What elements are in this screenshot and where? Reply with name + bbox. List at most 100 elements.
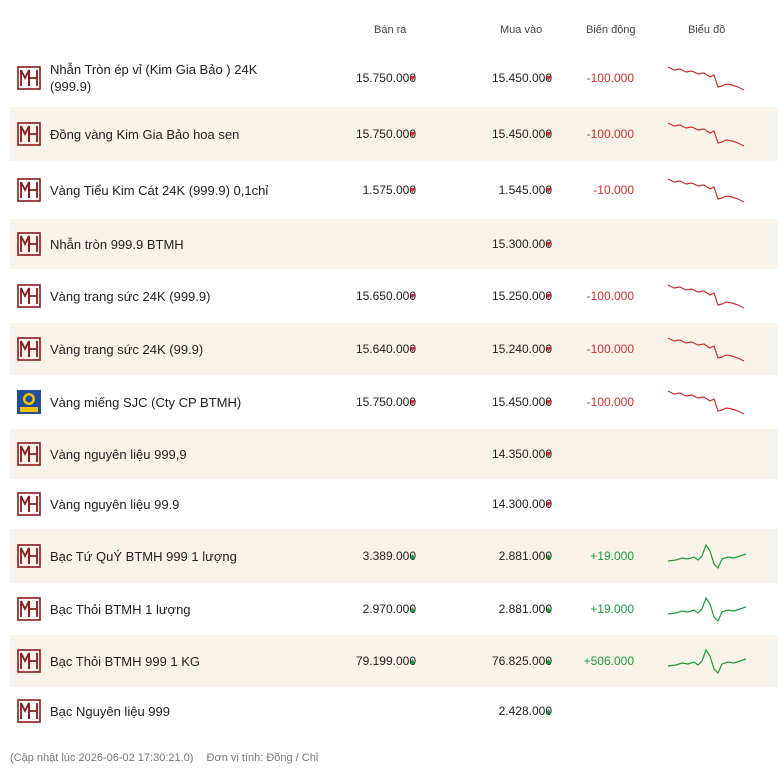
buy-price: 15.250.000: [491, 289, 552, 303]
btmh-logo: [17, 649, 41, 673]
trend-sparkline[interactable]: [667, 594, 747, 624]
table-row[interactable]: Vàng trang sức 24K (999.9) 15.650.000 ▼ 15.…: [10, 269, 778, 323]
trend-sparkline[interactable]: [667, 541, 747, 571]
btmh-logo: [17, 492, 41, 516]
btmh-logo: [17, 66, 41, 90]
product-name[interactable]: Nhẫn Tròn ép vỉ (Kim Gia Bảo ) 24K (999.…: [50, 62, 258, 94]
product-name[interactable]: Vàng Tiểu Kim Cát 24K (999.9) 0,1chỉ: [50, 183, 269, 198]
table-row[interactable]: Vàng miếng SJC (Cty CP BTMH) 15.750.000 ▼ 1…: [10, 375, 778, 429]
arrow-up-icon: ▲: [544, 656, 553, 666]
product-name[interactable]: Vàng trang sức 24K (999.9): [50, 289, 211, 304]
btmh-logo: [17, 122, 41, 146]
buy-price: 15.450.000: [491, 71, 552, 85]
trend-sparkline[interactable]: [667, 334, 746, 364]
arrow-down-icon: ▼: [544, 344, 553, 354]
price-change: -10.000: [593, 183, 634, 197]
table-row[interactable]: Bạc Thỏi BTMH 1 lượng 2.970.000 ▲ 2.881.000…: [10, 583, 778, 635]
buy-price: 14.300.000: [491, 497, 552, 511]
price-change: -100.000: [586, 289, 634, 303]
product-name[interactable]: Vàng nguyên liệu 999,9: [50, 447, 187, 462]
btmh-logo: [17, 232, 41, 256]
product-name[interactable]: Vàng miếng SJC (Cty CP BTMH): [50, 395, 242, 410]
product-name[interactable]: Đồng vàng Kim Gia Bảo hoa sen: [50, 127, 240, 142]
trend-sparkline[interactable]: [667, 63, 746, 93]
arrow-up-icon: ▲: [408, 656, 417, 666]
btmh-logo: [17, 544, 41, 568]
price-table: Nhẫn Tròn ép vỉ (Kim Gia Bảo ) 24K (999.…: [10, 49, 778, 735]
sell-price: 2.970.000: [362, 602, 416, 616]
trend-sparkline[interactable]: [667, 281, 746, 311]
arrow-down-icon: ▼: [544, 73, 553, 83]
arrow-down-icon: ▼: [544, 397, 553, 407]
arrow-down-icon: ▼: [408, 129, 417, 139]
sell-price: 1.575.000: [362, 183, 416, 197]
header-buy: Mua vào: [500, 24, 543, 36]
product-name[interactable]: Bạc Thỏi BTMH 999 1 KG: [50, 654, 201, 669]
trend-sparkline[interactable]: [667, 387, 746, 417]
price-change: -100.000: [586, 71, 634, 85]
buy-price: 1.545.000: [498, 183, 552, 197]
arrow-down-icon: ▼: [544, 239, 553, 249]
buy-price: 15.300.000: [491, 237, 552, 251]
arrow-down-icon: ▼: [408, 185, 417, 195]
table-row[interactable]: Nhẫn tròn 999.9 BTMH 15.300.000 ▼: [10, 219, 778, 269]
price-change: -100.000: [586, 395, 634, 409]
trend-sparkline[interactable]: [667, 175, 746, 205]
arrow-down-icon: ▼: [408, 291, 417, 301]
table-row[interactable]: Đồng vàng Kim Gia Bảo hoa sen 15.750.000 ▼…: [10, 107, 778, 161]
product-name[interactable]: Vàng nguyên liệu 99.9: [50, 497, 180, 512]
product-name[interactable]: Bạc Tứ QuÝ BTMH 999 1 lượng: [50, 549, 237, 564]
table-header: Bán ra Mua vào Biến động Biểu đồ: [0, 24, 784, 38]
product-name[interactable]: Bạc Nguyên liệu 999: [50, 704, 170, 719]
buy-price: 76.825.000: [491, 654, 552, 668]
header-sell: Bán ra: [374, 24, 407, 36]
arrow-down-icon: ▼: [408, 73, 417, 83]
table-row[interactable]: Vàng nguyên liệu 99.9 14.300.000 ▼: [10, 479, 778, 529]
table-row[interactable]: Bạc Nguyên liệu 999 2.428.000 ▲: [10, 687, 778, 735]
product-name[interactable]: Bạc Thỏi BTMH 1 lượng: [50, 602, 191, 617]
table-row[interactable]: Vàng Tiểu Kim Cát 24K (999.9) 0,1chỉ 1.57…: [10, 161, 778, 219]
trend-sparkline[interactable]: [667, 119, 746, 149]
table-row[interactable]: Nhẫn Tròn ép vỉ (Kim Gia Bảo ) 24K (999.…: [10, 49, 778, 107]
buy-price: 15.450.000: [491, 395, 552, 409]
price-change: +19.000: [590, 602, 634, 616]
table-row[interactable]: Vàng trang sức 24K (99.9) 15.640.000 ▼ 15.2…: [10, 323, 778, 375]
update-time: (Cập nhật lúc 2026-06-02 17:30:21.0): [10, 752, 194, 764]
btmh-logo: [17, 699, 41, 723]
table-row[interactable]: Vàng nguyên liệu 999,9 14.350.000 ▼: [10, 429, 778, 479]
btmh-logo: [17, 597, 41, 621]
sjc-logo: [17, 390, 41, 414]
table-row[interactable]: Bạc Thỏi BTMH 999 1 KG 79.199.000 ▲ 76.825.…: [10, 635, 778, 687]
unit-label: Đơn vị tính: Đồng / Chỉ: [206, 752, 319, 764]
arrow-down-icon: ▼: [544, 129, 553, 139]
sell-price: 15.750.000: [355, 71, 416, 85]
trend-sparkline[interactable]: [667, 646, 747, 676]
header-chart: Biểu đồ: [688, 24, 726, 36]
arrow-up-icon: ▲: [544, 604, 553, 614]
btmh-logo: [17, 442, 41, 466]
arrow-down-icon: ▼: [544, 291, 553, 301]
buy-price: 14.350.000: [491, 447, 552, 461]
buy-price: 15.450.000: [491, 127, 552, 141]
price-change: -100.000: [586, 127, 634, 141]
arrow-up-icon: ▲: [544, 706, 553, 716]
arrow-up-icon: ▲: [544, 551, 553, 561]
product-name[interactable]: Nhẫn tròn 999.9 BTMH: [50, 237, 184, 252]
product-name[interactable]: Vàng trang sức 24K (99.9): [50, 342, 204, 357]
btmh-logo: [17, 178, 41, 202]
price-change: +19.000: [590, 549, 634, 563]
price-change: -100.000: [586, 342, 634, 356]
table-row[interactable]: Bạc Tứ QuÝ BTMH 999 1 lượng 3.389.000 ▲ 2.8…: [10, 529, 778, 583]
buy-price: 2.881.000: [498, 549, 552, 563]
buy-price: 2.428.000: [498, 704, 552, 718]
btmh-logo: [17, 337, 41, 361]
sell-price: 15.640.000: [355, 342, 416, 356]
arrow-up-icon: ▲: [408, 551, 417, 561]
arrow-down-icon: ▼: [408, 397, 417, 407]
arrow-up-icon: ▲: [408, 604, 417, 614]
btmh-logo: [17, 284, 41, 308]
arrow-down-icon: ▼: [408, 344, 417, 354]
arrow-down-icon: ▼: [544, 185, 553, 195]
arrow-down-icon: ▼: [544, 499, 553, 509]
price-change: +506.000: [583, 654, 634, 668]
